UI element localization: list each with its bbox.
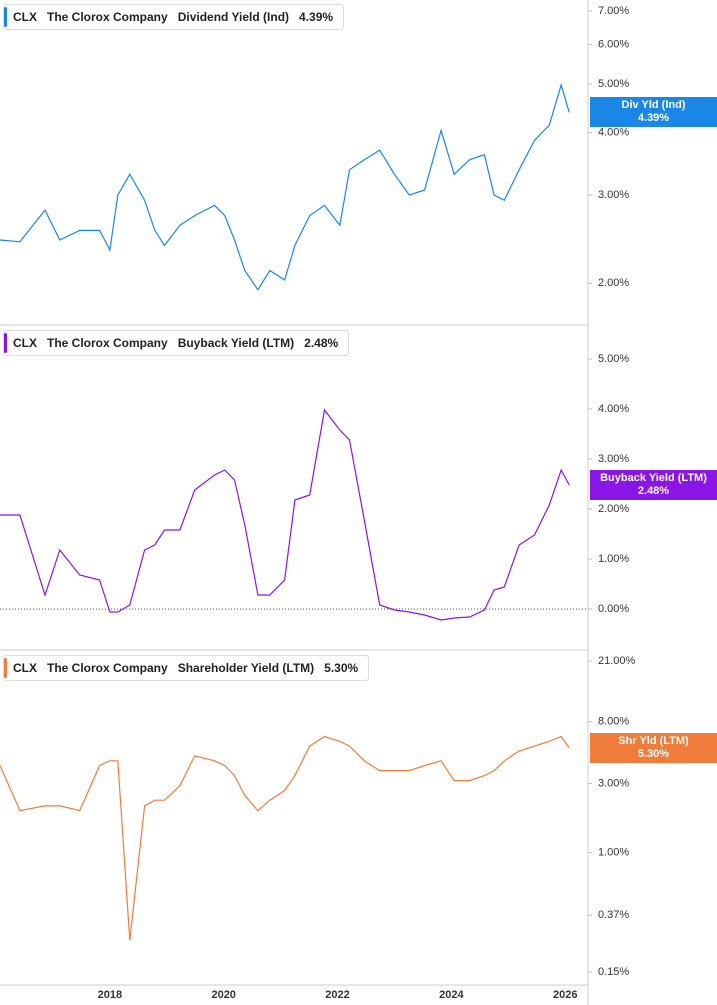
y-tick-label: 6.00% xyxy=(598,38,629,50)
tag-label: Div Yld (Ind) xyxy=(621,99,686,112)
value-tag: Shr Yld (LTM) 5.30% xyxy=(590,732,717,763)
y-tick-label: 0.15% xyxy=(598,966,629,978)
legend-header: CLX The Clorox Company Dividend Yield (Ind… xyxy=(3,4,345,30)
y-tick-label: 3.00% xyxy=(598,189,629,201)
y-tick-label: 5.00% xyxy=(598,353,629,365)
ticker: CLX xyxy=(13,10,37,24)
metric: Buyback Yield (LTM) xyxy=(177,336,295,350)
y-tick-label: 0.37% xyxy=(598,909,629,921)
company: The Clorox Company xyxy=(47,10,168,24)
y-tick-label: 3.00% xyxy=(598,777,629,789)
series-line xyxy=(0,82,570,291)
series-line xyxy=(0,735,570,941)
tag-label: Shr Yld (LTM) xyxy=(618,734,689,747)
y-tick-label: 7.00% xyxy=(598,5,629,17)
y-tick-label: 4.00% xyxy=(598,403,629,415)
x-tick-label: 2020 xyxy=(211,989,235,1001)
legend-header: CLX The Clorox Company Shareholder Yield (… xyxy=(3,655,370,681)
y-tick-label: 8.00% xyxy=(598,716,629,728)
y-tick-label: 2.00% xyxy=(598,277,629,289)
legend-color-bar xyxy=(4,333,7,353)
x-tick-label: 2018 xyxy=(98,989,122,1001)
y-tick-label: 5.00% xyxy=(598,78,629,90)
y-tick-label: 3.00% xyxy=(598,453,629,465)
legend-header: CLX The Clorox Company Buyback Yield (LTM)… xyxy=(3,330,350,356)
y-tick-label: 1.00% xyxy=(598,846,629,858)
x-tick-label: 2022 xyxy=(325,989,349,1001)
y-tick-label: 1.00% xyxy=(598,553,629,565)
y-tick-label: 2.00% xyxy=(598,503,629,515)
y-tick-label: 0.00% xyxy=(598,603,629,615)
tag-value: 5.30% xyxy=(637,747,670,760)
x-tick-label: 2026 xyxy=(553,989,577,1001)
series-line xyxy=(0,408,570,621)
metric: Shareholder Yield (LTM) xyxy=(177,661,315,675)
y-tick-label: 21.00% xyxy=(598,655,636,667)
tag-value: 2.48% xyxy=(637,485,670,497)
legend-color-bar xyxy=(4,658,7,678)
current-value: 2.48% xyxy=(304,336,339,350)
current-value: 4.39% xyxy=(299,10,334,24)
y-tick-label: 4.00% xyxy=(598,126,629,138)
tag-value: 4.39% xyxy=(637,112,670,125)
current-value: 5.30% xyxy=(324,661,359,675)
ticker: CLX xyxy=(13,336,37,350)
tag-label: Buyback Yield (LTM) xyxy=(600,472,707,484)
value-tag: Div Yld (Ind) 4.39% xyxy=(590,97,717,128)
ticker: CLX xyxy=(13,661,37,675)
company: The Clorox Company xyxy=(47,661,168,675)
x-tick-label: 2024 xyxy=(439,989,464,1001)
value-tag: Buyback Yield (LTM) 2.48% xyxy=(590,470,717,500)
legend-color-bar xyxy=(4,7,7,27)
company: The Clorox Company xyxy=(47,336,168,350)
metric: Dividend Yield (Ind) xyxy=(177,10,290,24)
